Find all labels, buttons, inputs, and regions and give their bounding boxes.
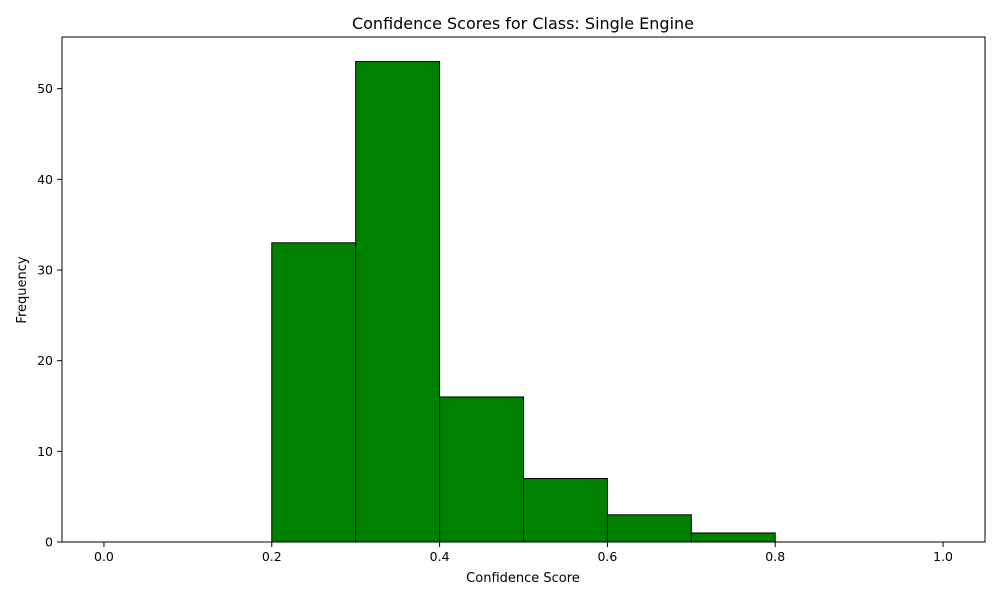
y-axis-label: Frequency <box>15 256 30 323</box>
histogram-bar <box>439 396 524 543</box>
x-axis-label: Confidence Score <box>466 571 580 586</box>
bars-group <box>271 60 776 543</box>
y-tick-label: 50 <box>37 81 53 96</box>
histogram-bar <box>355 60 441 543</box>
y-tick-label: 0 <box>45 535 53 550</box>
plot-frame <box>61 36 986 543</box>
x-axis-ticks: 0.0 0.2 0.4 0.6 0.8 1.0 <box>94 542 953 564</box>
x-tick-label: 0.8 <box>765 549 785 564</box>
x-tick-label: 0.6 <box>597 549 617 564</box>
histogram-bar <box>606 514 692 543</box>
histogram-bar <box>271 242 357 543</box>
chart-title: Confidence Scores for Class: Single Engi… <box>352 14 694 33</box>
y-tick-label: 30 <box>37 263 53 278</box>
x-tick-label: 0.4 <box>430 549 450 564</box>
x-tick-label: 1.0 <box>933 549 953 564</box>
y-tick-label: 20 <box>37 353 53 368</box>
y-tick-label: 10 <box>37 444 53 459</box>
y-axis-ticks: 0 10 20 30 40 50 <box>37 81 62 550</box>
x-tick-label: 0.2 <box>262 549 282 564</box>
y-tick-label: 40 <box>37 172 53 187</box>
x-tick-label: 0.0 <box>94 549 114 564</box>
histogram-bar <box>523 478 608 543</box>
histogram-bar <box>690 532 776 543</box>
